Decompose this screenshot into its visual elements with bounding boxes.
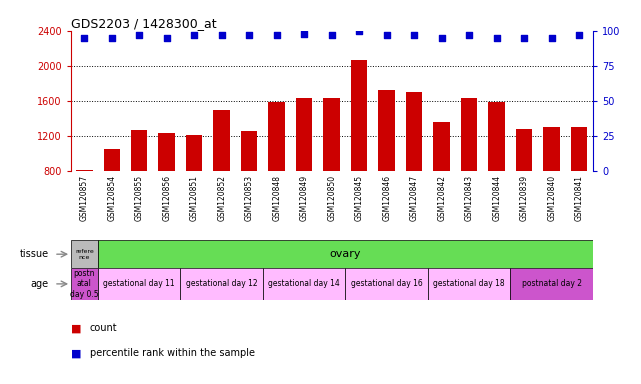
Text: GSM120846: GSM120846: [382, 175, 391, 221]
Point: [437, 35, 447, 41]
Text: GSM120839: GSM120839: [520, 175, 529, 221]
Bar: [571, 127, 587, 171]
Bar: [131, 130, 147, 171]
Text: GSM120850: GSM120850: [327, 175, 337, 221]
Text: GDS2203 / 1428300_at: GDS2203 / 1428300_at: [71, 17, 216, 30]
Text: gestational day 12: gestational day 12: [186, 280, 258, 288]
Point: [272, 32, 282, 38]
Text: GSM120856: GSM120856: [162, 175, 171, 221]
Text: refere
nce: refere nce: [75, 249, 94, 260]
Bar: [98, 268, 181, 300]
Text: ovary: ovary: [329, 249, 362, 259]
Text: GSM120845: GSM120845: [354, 175, 363, 221]
Point: [547, 35, 557, 41]
Bar: [324, 98, 340, 171]
Text: tissue: tissue: [19, 249, 49, 259]
Point: [217, 32, 227, 38]
Bar: [241, 131, 258, 171]
Bar: [296, 98, 312, 171]
Text: GSM120842: GSM120842: [437, 175, 446, 221]
Bar: [351, 60, 367, 171]
Text: GSM120843: GSM120843: [465, 175, 474, 221]
Text: GSM120849: GSM120849: [300, 175, 309, 221]
Point: [354, 28, 364, 34]
Bar: [544, 127, 560, 171]
Text: percentile rank within the sample: percentile rank within the sample: [90, 348, 254, 358]
Bar: [428, 268, 510, 300]
Text: ■: ■: [71, 348, 81, 358]
Point: [409, 32, 419, 38]
Point: [134, 32, 144, 38]
Point: [189, 32, 199, 38]
Bar: [345, 268, 428, 300]
Text: GSM120857: GSM120857: [79, 175, 88, 221]
Text: gestational day 14: gestational day 14: [269, 280, 340, 288]
Bar: [158, 133, 175, 171]
Bar: [186, 135, 203, 171]
Text: GSM120852: GSM120852: [217, 175, 226, 221]
Bar: [510, 268, 593, 300]
Bar: [269, 102, 285, 171]
Text: GSM120853: GSM120853: [245, 175, 254, 221]
Bar: [213, 110, 230, 171]
Bar: [181, 268, 263, 300]
Point: [79, 35, 89, 41]
Text: ■: ■: [71, 323, 81, 333]
Point: [299, 30, 310, 36]
Text: postn
atal
day 0.5: postn atal day 0.5: [70, 269, 99, 299]
Bar: [263, 268, 345, 300]
Bar: [461, 98, 478, 171]
Text: GSM120841: GSM120841: [575, 175, 584, 221]
Text: GSM120847: GSM120847: [410, 175, 419, 221]
Bar: [406, 92, 422, 171]
Text: GSM120854: GSM120854: [107, 175, 116, 221]
Text: postnatal day 2: postnatal day 2: [522, 280, 581, 288]
Text: gestational day 11: gestational day 11: [103, 280, 175, 288]
Bar: [76, 170, 92, 171]
Text: gestational day 16: gestational day 16: [351, 280, 422, 288]
Bar: [71, 240, 98, 268]
Point: [574, 32, 585, 38]
Text: GSM120840: GSM120840: [547, 175, 556, 221]
Text: age: age: [30, 279, 49, 289]
Point: [106, 35, 117, 41]
Bar: [433, 122, 450, 171]
Point: [381, 32, 392, 38]
Text: GSM120844: GSM120844: [492, 175, 501, 221]
Bar: [71, 268, 98, 300]
Point: [162, 35, 172, 41]
Point: [327, 32, 337, 38]
Point: [244, 32, 254, 38]
Text: GSM120848: GSM120848: [272, 175, 281, 221]
Point: [492, 35, 502, 41]
Text: GSM120851: GSM120851: [190, 175, 199, 221]
Point: [519, 35, 529, 41]
Bar: [516, 129, 533, 171]
Text: count: count: [90, 323, 117, 333]
Bar: [103, 149, 120, 171]
Bar: [488, 102, 505, 171]
Text: GSM120855: GSM120855: [135, 175, 144, 221]
Text: gestational day 18: gestational day 18: [433, 280, 505, 288]
Point: [464, 32, 474, 38]
Bar: [378, 89, 395, 171]
